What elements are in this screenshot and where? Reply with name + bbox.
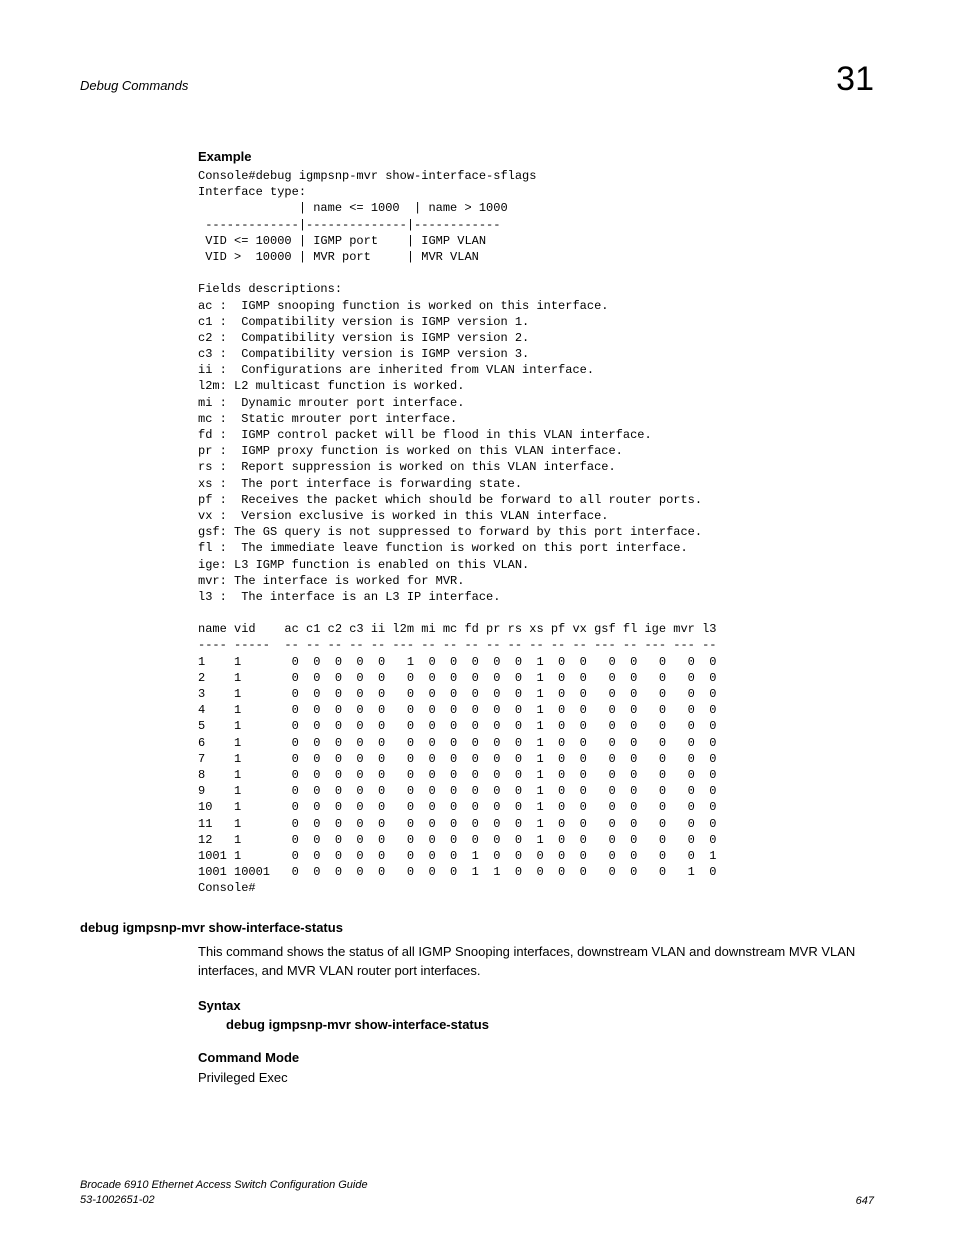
- header-chapter-number: 31: [836, 60, 874, 99]
- syntax-line: debug igmpsnp-mvr show-interface-status: [226, 1017, 864, 1032]
- footer-doc-title: Brocade 6910 Ethernet Access Switch Conf…: [80, 1178, 368, 1192]
- footer-page-number: 647: [856, 1195, 874, 1207]
- page-header: Debug Commands 31: [80, 60, 874, 99]
- command-title: debug igmpsnp-mvr show-interface-status: [80, 920, 864, 935]
- header-section-title: Debug Commands: [80, 78, 188, 93]
- command-description: This command shows the status of all IGM…: [198, 943, 864, 979]
- syntax-heading: Syntax: [198, 998, 864, 1013]
- example-code-block: Console#debug igmpsnp-mvr show-interface…: [198, 168, 864, 896]
- command-mode-heading: Command Mode: [198, 1050, 864, 1065]
- footer-doc-number: 53-1002651-02: [80, 1193, 368, 1207]
- command-mode-text: Privileged Exec: [198, 1069, 864, 1087]
- example-heading: Example: [198, 149, 864, 164]
- page-footer: Brocade 6910 Ethernet Access Switch Conf…: [80, 1178, 874, 1207]
